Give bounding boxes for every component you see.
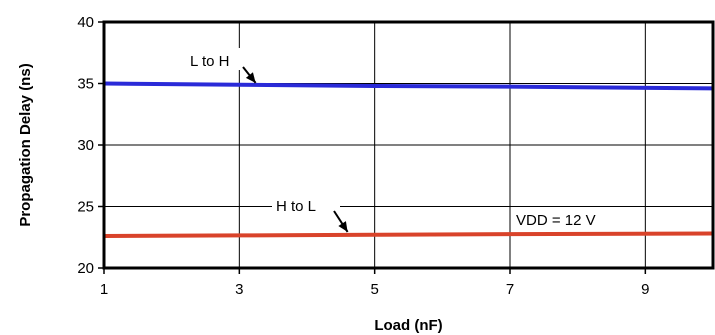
x-tick-label: 1 bbox=[100, 281, 108, 298]
annotation-vdd-bg bbox=[512, 208, 620, 230]
y-tick-label: 40 bbox=[77, 14, 94, 31]
x-tick-label: 7 bbox=[506, 281, 514, 298]
annotation-h-to-l-bg bbox=[272, 194, 340, 216]
annotation-vdd: VDD = 12 V bbox=[516, 212, 596, 229]
series-group bbox=[103, 81, 714, 239]
y-tick-label: 30 bbox=[77, 137, 94, 154]
series-line-l-to-h bbox=[103, 81, 714, 91]
y-axis-title: Propagation Delay (ns) bbox=[17, 63, 34, 226]
x-tick-label: 5 bbox=[370, 281, 378, 298]
series-line-h-to-l bbox=[103, 231, 714, 239]
annotation-h-to-l-arrow-head bbox=[338, 221, 348, 232]
annotations-group: L to H H to L VDD = 12 V bbox=[186, 48, 620, 233]
annotation-l-to-h-bg bbox=[186, 48, 246, 70]
y-tick-label: 20 bbox=[77, 260, 94, 277]
annotation-l-to-h: L to H bbox=[190, 53, 229, 70]
y-tick-label: 25 bbox=[77, 199, 94, 216]
y-tick-label: 35 bbox=[77, 76, 94, 93]
x-tick-label: 9 bbox=[641, 281, 649, 298]
annotation-l-to-h-arrow-head bbox=[245, 72, 256, 83]
annotation-h-to-l: H to L bbox=[276, 198, 316, 215]
x-axis-title: Load (nF) bbox=[374, 317, 442, 334]
x-tick-label: 3 bbox=[235, 281, 243, 298]
